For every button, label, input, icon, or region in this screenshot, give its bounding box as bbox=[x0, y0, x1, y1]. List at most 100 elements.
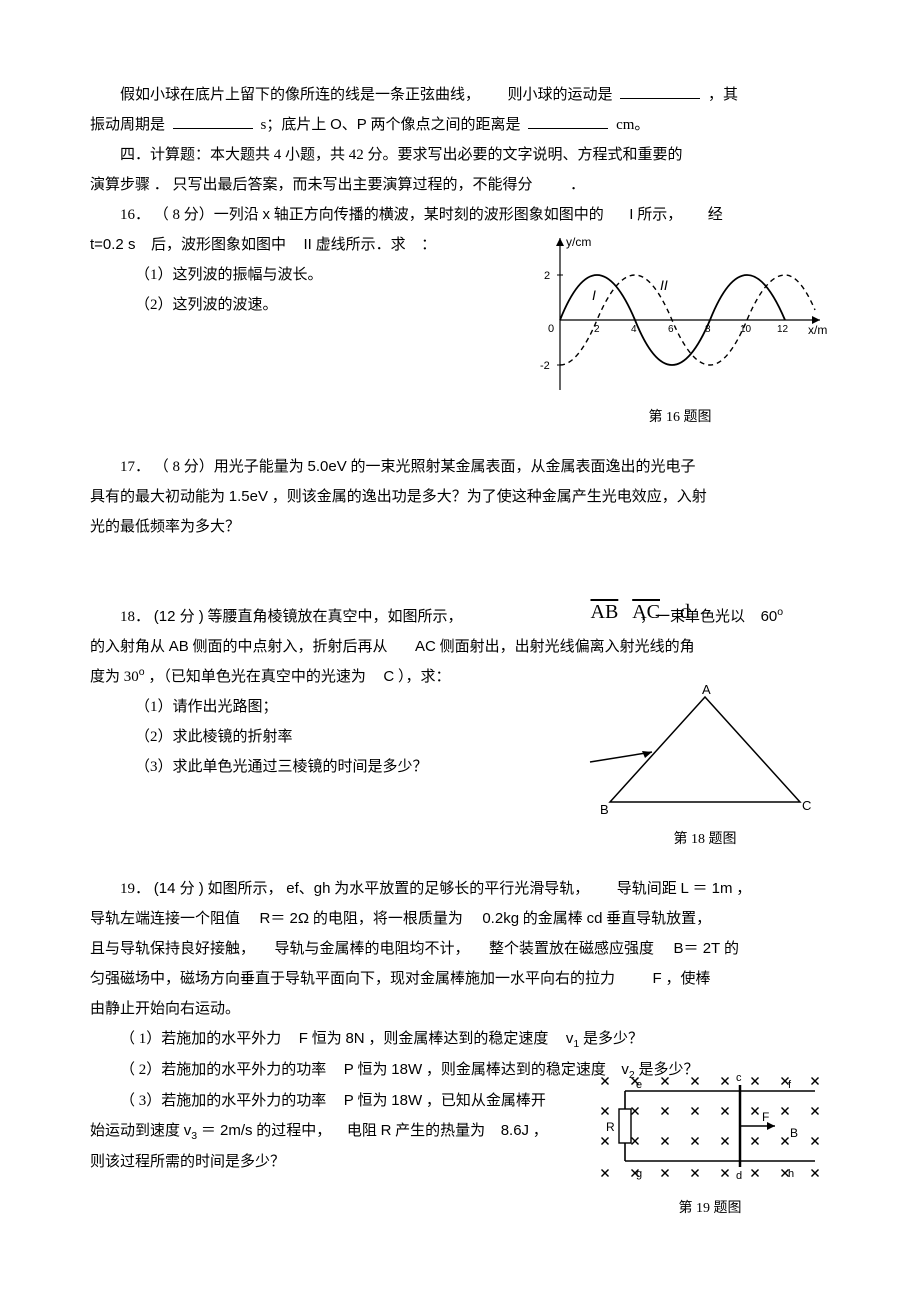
text: （ 3）若施加的水平外力的功率 bbox=[120, 1093, 326, 1109]
text: 小题，共 42 bbox=[285, 147, 364, 163]
q19-sub3c: 则该过程所需的时间是多少？ bbox=[90, 1147, 580, 1177]
text: R＝ 2Ω bbox=[260, 910, 310, 927]
xtick: 10 bbox=[740, 324, 752, 335]
text: 的 bbox=[724, 941, 739, 957]
text: (14 分 ) bbox=[154, 880, 204, 897]
ac-bar: AC bbox=[632, 601, 660, 623]
q17-line2: 具有的最大初动能为 1.5eV ，则该金属的逸出功是多大？为了使这种金属产生光电… bbox=[90, 482, 830, 512]
text: 导轨间距 bbox=[617, 881, 677, 897]
text: 假如小球在底片上留下的像所连的线是一条正弦曲线， bbox=[120, 87, 480, 103]
text: 匀强磁场中，磁场方向垂直于导轨平面向下，现对金属棒施加一水平向右的拉力 bbox=[90, 971, 615, 987]
q18-body: （1）请作出光路图； （2）求此棱镜的折射率 （3）求此单色光通过三棱镜的时间是… bbox=[90, 692, 830, 854]
q18-caption: 第 18 题图 bbox=[674, 826, 737, 854]
text: 1.5eV bbox=[229, 488, 268, 505]
text: x bbox=[263, 206, 271, 223]
text: 18W bbox=[391, 1092, 422, 1109]
q18-sub2: （2）求此棱镜的折射率 bbox=[90, 722, 570, 752]
text: 演算步骤 ． bbox=[90, 177, 169, 193]
d-var: d bbox=[680, 601, 690, 623]
label-B: B bbox=[790, 1126, 798, 1140]
text: ， bbox=[533, 1123, 548, 1139]
text: 且与导轨保持良好接触， bbox=[90, 941, 255, 957]
text: 0.2kg bbox=[482, 910, 519, 927]
q19-line3: 且与导轨保持良好接触， 导轨与金属棒的电阻均不计， 整个装置放在磁感应强度 B＝… bbox=[90, 934, 830, 964]
q19-line2: 导轨左端连接一个阻值 R＝ 2Ω 的电阻，将一根质量为 0.2kg 的金属棒 c… bbox=[90, 904, 830, 934]
text: O、P bbox=[330, 116, 367, 133]
q18-formula: AB AC d bbox=[591, 592, 691, 632]
text: 电阻 bbox=[347, 1123, 377, 1139]
intro-line4: 演算步骤 ． 只写出最后答案，而未写出主要演算过程的，不能得分 ． bbox=[90, 170, 830, 200]
text: ， bbox=[736, 881, 751, 897]
q17-line1: 17． （ 8 分）用光子能量为 5.0eV 的一束光照射某金属表面，从金属表面… bbox=[90, 452, 830, 482]
text: ，其 bbox=[708, 87, 738, 103]
text: 整个装置放在磁感应强度 bbox=[489, 941, 654, 957]
text: 恒为 bbox=[358, 1062, 388, 1078]
label-b: B bbox=[600, 802, 609, 817]
text: 导轨左端连接一个阻值 bbox=[90, 911, 240, 927]
ytick: -2 bbox=[540, 360, 550, 372]
text: 四．计算题：本大题共 bbox=[120, 147, 270, 163]
text: 轴正方向传播的横波，某时刻的波形图象如图中的 bbox=[274, 207, 604, 223]
text: 导轨与金属棒的电阻均不计， bbox=[275, 941, 470, 957]
text: F bbox=[299, 1030, 308, 1047]
text: 度为 30 bbox=[90, 669, 139, 685]
text: L ＝ 1m bbox=[681, 880, 733, 897]
xtick: 6 bbox=[668, 324, 674, 335]
text: ，则金属棒达到的稳定速度 bbox=[368, 1031, 548, 1047]
q16-sub1: （1）这列波的振幅与波长。 bbox=[90, 260, 520, 290]
q19-circuit-figure: R c d F B e f g h bbox=[590, 1061, 830, 1191]
q19-sub3a: （ 3）若施加的水平外力的功率 P 恒为 18W ，已知从金属棒开 bbox=[90, 1086, 580, 1116]
text: 的入射角从 bbox=[90, 639, 165, 655]
text: AC bbox=[415, 638, 436, 655]
text: II bbox=[303, 236, 311, 253]
blank-distance bbox=[528, 113, 608, 129]
wave-label-1: I bbox=[592, 287, 596, 303]
label-a: A bbox=[702, 682, 711, 697]
q19-sub1: （ 1）若施加的水平外力 F 恒为 8N ，则金属棒达到的稳定速度 v1 是多少… bbox=[90, 1024, 830, 1055]
text: cd bbox=[587, 910, 603, 927]
text: AB bbox=[169, 638, 189, 655]
text: ef、gh bbox=[286, 880, 330, 897]
ylabel: y/cm bbox=[566, 235, 591, 249]
text: 所示， bbox=[637, 207, 682, 223]
text: R bbox=[381, 1122, 392, 1139]
text: 两个像点之间的距离是 bbox=[371, 117, 521, 133]
label-g: g bbox=[636, 1168, 642, 1180]
q18-sub3: （3）求此单色光通过三棱镜的时间是多少？ bbox=[90, 752, 570, 782]
text: cm。 bbox=[616, 117, 649, 133]
text: ，则该金属的逸出功是多大？为了使这种金属产生光电效应，入射 bbox=[272, 489, 707, 505]
text: ，已知从金属棒开 bbox=[426, 1093, 546, 1109]
text: B＝ 2T bbox=[674, 940, 721, 957]
text: 经 bbox=[708, 207, 723, 223]
deg: o bbox=[139, 666, 145, 678]
text: t=0.2 s bbox=[90, 236, 135, 253]
q18-num: 18． bbox=[120, 609, 150, 625]
intro-line1: 假如小球在底片上留下的像所连的线是一条正弦曲线， 则小球的运动是 ，其 bbox=[90, 80, 830, 110]
text: 60 bbox=[761, 608, 778, 625]
text: 侧面的中点射入，折射后再从 bbox=[193, 639, 388, 655]
text: ），求： bbox=[398, 669, 451, 685]
text: （ 2）若施加的水平外力的功率 bbox=[120, 1062, 326, 1078]
label-F: F bbox=[762, 1110, 769, 1124]
text: 等腰直角棱镜放在真空中，如图所示， bbox=[208, 609, 463, 625]
q16-body: t=0.2 s 后，波形图象如图中 II 虚线所示．求 ： （1）这列波的振幅与… bbox=[90, 230, 830, 432]
ytick: 0 bbox=[548, 323, 554, 335]
q16-sub2: （2）这列波的波速。 bbox=[90, 290, 520, 320]
text: 产生的热量为 bbox=[395, 1123, 485, 1139]
text: 4 bbox=[274, 147, 282, 163]
text: 只写出最后答案，而未写出主要演算过程的，不能得分 bbox=[173, 177, 533, 193]
q16-line2: t=0.2 s 后，波形图象如图中 II 虚线所示．求 ： bbox=[90, 230, 520, 260]
wave-label-2: II bbox=[660, 277, 668, 293]
text: P bbox=[344, 1092, 354, 1109]
q18-line2: 的入射角从 AB 侧面的中点射入，折射后再从 AC 侧面射出，出射光线偏离入射光… bbox=[90, 632, 830, 662]
text: F bbox=[653, 970, 662, 987]
blank-motion bbox=[620, 83, 700, 99]
text: 8N bbox=[345, 1030, 364, 1047]
intro-line3: 四．计算题：本大题共 4 小题，共 42 分。要求写出必要的文字说明、方程式和重… bbox=[90, 140, 830, 170]
text: 18W bbox=[391, 1061, 422, 1078]
text: 8.6J bbox=[501, 1122, 529, 1139]
q19-num: 19． bbox=[120, 881, 150, 897]
q19-sub3b: 始运动到速度 v3 ＝ 2m/s 的过程中， 电阻 R 产生的热量为 8.6J … bbox=[90, 1116, 580, 1147]
blank-period bbox=[173, 113, 253, 129]
text: （ 8 分）用光子能量为 bbox=[154, 459, 304, 475]
